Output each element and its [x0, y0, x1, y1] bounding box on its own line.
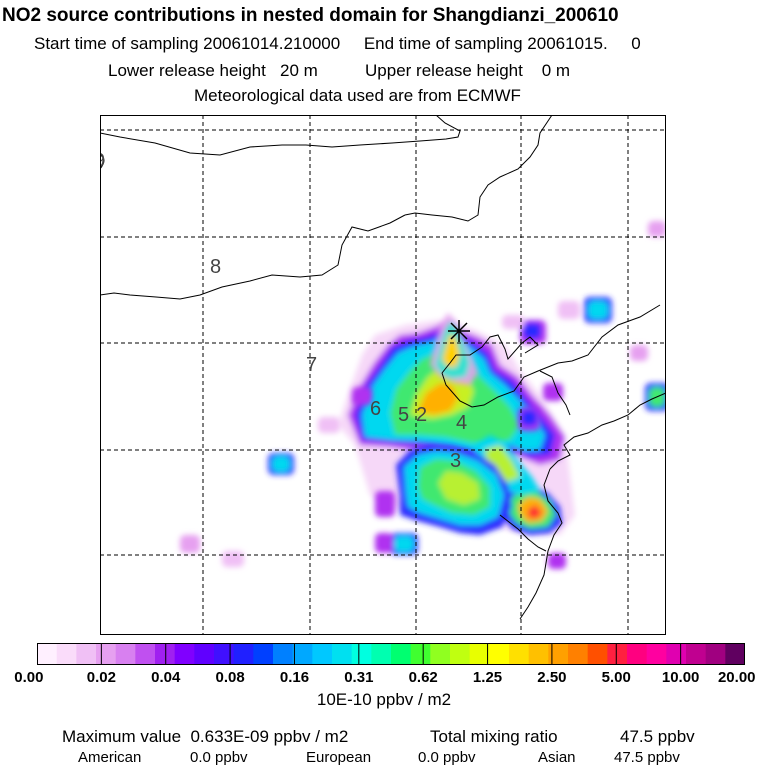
colorbar-swatch	[548, 643, 569, 665]
total-mixing-value: 47.5 ppbv	[620, 727, 695, 746]
colorbar-tick-label: 0.08	[215, 669, 245, 686]
american-label: American	[78, 749, 142, 766]
colorbar-swatch	[115, 643, 136, 665]
plume-layer	[180, 221, 666, 569]
colorbar-units: 10E-10 ppbv / m2	[316, 690, 452, 709]
asterisk-icon	[448, 320, 470, 342]
page-title: NO2 source contributions in nested domai…	[2, 5, 619, 26]
colorbar-swatch	[646, 643, 667, 665]
colorbar-swatch	[509, 643, 530, 665]
asian-label: Asian	[538, 749, 576, 766]
colorbar-swatch	[489, 643, 510, 665]
region-label-9: 9	[100, 150, 105, 172]
colorbar-swatch	[135, 643, 156, 665]
sampling-times: Start time of sampling 20061014.210000 E…	[34, 34, 641, 54]
colorbar-swatch	[155, 643, 176, 665]
colorbar-swatch	[37, 643, 58, 665]
concentration-map: 9 8 7 6 5 2 4 3	[100, 115, 666, 635]
start-time: Start time of sampling 20061014.210000	[34, 34, 341, 53]
european-label: European	[306, 749, 372, 766]
grid-lines	[100, 115, 666, 635]
colorbar-swatch	[568, 643, 589, 665]
colorbar-tick-label: 2.50	[537, 669, 567, 686]
colorbar-swatch	[450, 643, 471, 665]
colorbar-tick-label: 0.16	[279, 669, 310, 686]
upper-height: Upper release height 0 m	[365, 61, 571, 80]
colorbar-tick-label: 20.00	[717, 669, 756, 686]
colorbar-swatch	[194, 643, 215, 665]
colorbar-swatch	[430, 643, 451, 665]
met-data-label: Meteorological data used are from ECMWF	[194, 86, 521, 105]
region-label-5: 5	[398, 404, 409, 426]
colorbar-swatch	[627, 643, 648, 665]
region-label-4: 4	[456, 412, 467, 434]
colorbar-swatch	[607, 643, 628, 665]
colorbar-swatch	[174, 643, 195, 665]
colorbar-swatch	[371, 643, 392, 665]
colorbar-swatch	[292, 643, 313, 665]
colorbar-swatch	[686, 643, 707, 665]
region-label-6: 6	[370, 398, 381, 420]
colorbar-tick-label: 0.00	[14, 669, 44, 686]
colorbar-swatch	[351, 643, 372, 665]
colorbar	[37, 643, 745, 665]
colorbar-swatch	[587, 643, 608, 665]
colorbar-tick-label: 10.00	[661, 669, 700, 686]
map-frame	[100, 115, 666, 635]
colorbar-tick-label: 0.31	[344, 669, 374, 686]
colorbar-swatch	[666, 643, 687, 665]
colorbar-swatch	[312, 643, 333, 665]
lower-height: Lower release height 20 m	[108, 61, 318, 80]
region-label-8: 8	[210, 256, 221, 278]
colorbar-tick-label: 0.62	[408, 669, 438, 686]
colorbar-swatch	[273, 643, 294, 665]
colorbar-swatch	[725, 643, 745, 665]
coastline-layer	[100, 115, 666, 620]
european-value: 0.0 ppbv	[418, 749, 476, 766]
colorbar-frame	[37, 643, 745, 665]
colorbar-tick-label: 0.02	[86, 669, 116, 686]
colorbar-tick-label: 5.00	[601, 669, 631, 686]
region-label-3: 3	[450, 450, 461, 472]
colorbar-swatch	[469, 643, 490, 665]
colorbar-tick-label: 0.04	[151, 669, 181, 686]
total-mixing-label: Total mixing ratio	[430, 727, 558, 746]
american-value: 0.0 ppbv	[190, 749, 248, 766]
colorbar-swatch	[56, 643, 77, 665]
end-time: End time of sampling 20061015. 0	[363, 34, 641, 53]
colorbar-swatch	[528, 643, 549, 665]
region-label-7: 7	[306, 354, 317, 376]
region-label-2: 2	[416, 404, 427, 426]
asian-value: 47.5 ppbv	[614, 749, 680, 766]
colorbar-swatch	[410, 643, 431, 665]
colorbar-swatch	[391, 643, 412, 665]
colorbar-swatch	[214, 643, 235, 665]
colorbar-swatch	[332, 643, 353, 665]
max-value: Maximum value 0.633E-09 ppbv / m2	[62, 727, 349, 746]
colorbar-swatch	[705, 643, 726, 665]
colorbar-tick-label: 1.25	[472, 669, 503, 686]
colorbar-swatch	[96, 643, 117, 665]
colorbar-swatch	[253, 643, 274, 665]
colorbar-swatch	[233, 643, 254, 665]
release-heights: Lower release height 20 m Upper release …	[108, 61, 570, 81]
colorbar-swatch	[76, 643, 97, 665]
